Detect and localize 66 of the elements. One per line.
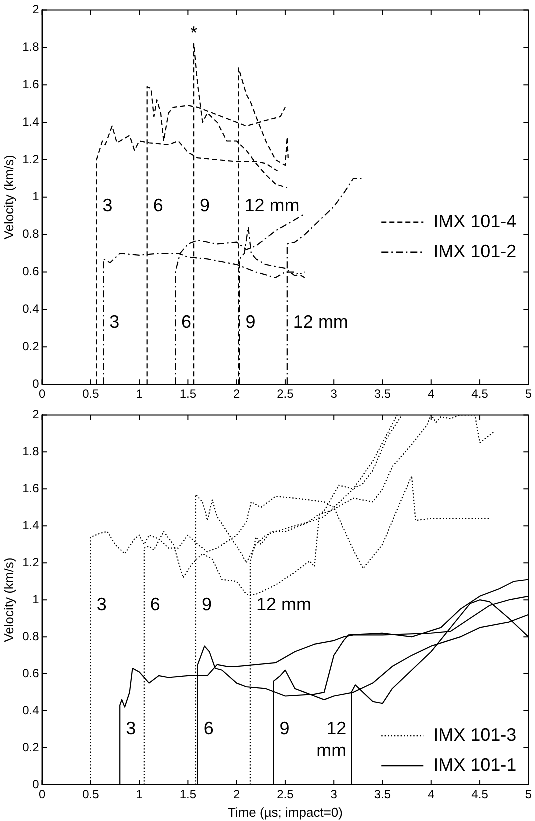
y-tick-label: 1.8 — [22, 444, 40, 458]
annotation: 3 — [102, 196, 113, 216]
annotation: 12 mm — [244, 196, 300, 216]
x-tick-label: 4 — [428, 387, 436, 402]
y-tick-label: 0 — [32, 376, 40, 391]
y-tick-label: 1.6 — [22, 77, 40, 92]
y-tick-label: 2 — [32, 408, 40, 422]
annotation: 12 mm — [256, 594, 312, 615]
annotation: 3 — [126, 718, 136, 738]
annotation: 3 — [110, 312, 120, 332]
annotation: 3 — [96, 594, 107, 615]
annotation: 6 — [150, 594, 160, 615]
annotation: 9 — [200, 196, 210, 216]
annotation: 9 — [202, 594, 212, 615]
x-axis-title: Time (µs; impact=0) — [228, 804, 343, 820]
y-tick-label: 0.4 — [22, 302, 40, 316]
x-tick-label: 0.5 — [82, 387, 100, 402]
y-axis-title: Velocity (km/s) — [1, 155, 16, 240]
y-tick-label: 1.4 — [22, 114, 40, 129]
annotation: 9 — [280, 718, 290, 738]
x-tick-label: 2.5 — [277, 387, 294, 402]
y-tick-label: 1.2 — [22, 555, 40, 570]
x-tick-label: 2 — [233, 387, 240, 402]
annotation: 9 — [246, 312, 256, 332]
legend-label: IMX 101-1 — [434, 754, 517, 775]
x-tick-label: 3 — [330, 788, 338, 802]
annotation: 6 — [204, 718, 214, 738]
y-tick-label: 1.2 — [22, 152, 40, 166]
legend-label: IMX 101-2 — [434, 241, 517, 262]
x-tick-label: 4 — [428, 788, 436, 802]
y-tick-label: 0.8 — [22, 629, 40, 644]
annotation: 6 — [153, 196, 164, 216]
y-tick-label: 1.4 — [22, 518, 40, 532]
x-tick-label: 3.5 — [374, 387, 392, 402]
x-tick-label: 1.5 — [180, 788, 197, 802]
x-tick-label: 1 — [136, 788, 144, 802]
x-tick-label: 1 — [136, 387, 144, 402]
legend-label: IMX 101-4 — [434, 211, 517, 232]
y-tick-label: 1.8 — [22, 40, 40, 54]
y-tick-label: 1 — [32, 592, 40, 606]
y-tick-label: 0.2 — [22, 740, 40, 754]
legend-label: IMX 101-3 — [434, 724, 517, 745]
annotation: * — [190, 22, 198, 43]
x-tick-label: 2 — [233, 788, 240, 802]
annotation: 12 mm — [316, 718, 347, 760]
x-tick-label: 1.5 — [180, 387, 197, 402]
y-tick-label: 0.6 — [22, 666, 40, 680]
y-tick-label: 1 — [32, 190, 40, 204]
annotation: 6 — [182, 312, 192, 332]
x-tick-label: 2.5 — [277, 788, 294, 802]
y-tick-label: 2 — [32, 2, 40, 17]
y-axis-title: Velocity (km/s) — [1, 558, 16, 642]
x-tick-label: 5 — [525, 387, 532, 402]
annotation: 12 mm — [293, 312, 348, 332]
y-tick-label: 0.2 — [22, 339, 40, 354]
x-tick-label: 3.5 — [374, 788, 392, 802]
y-tick-label: 0.6 — [22, 264, 40, 279]
y-tick-label: 0 — [32, 777, 40, 792]
x-tick-label: 4.5 — [472, 788, 489, 802]
x-tick-label: 4.5 — [472, 387, 489, 402]
y-tick-label: 0.4 — [22, 703, 40, 718]
x-tick-label: 0.5 — [82, 788, 100, 802]
x-tick-label: 3 — [330, 387, 338, 402]
y-tick-label: 0.8 — [22, 227, 40, 242]
y-tick-label: 1.6 — [22, 481, 40, 496]
x-tick-label: 5 — [525, 788, 532, 802]
